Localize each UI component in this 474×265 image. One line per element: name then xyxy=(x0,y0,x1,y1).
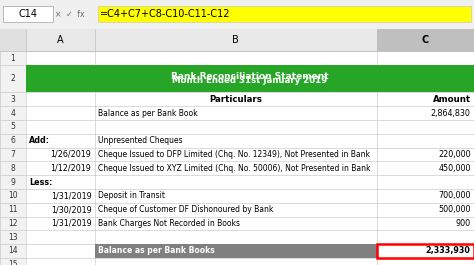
Text: Cheque Issued to XYZ Limited (Chq. No. 50006), Not Presented in Bank: Cheque Issued to XYZ Limited (Chq. No. 5… xyxy=(98,164,371,173)
Text: Add:: Add: xyxy=(29,136,50,145)
Text: 5: 5 xyxy=(10,122,16,131)
Bar xyxy=(0,29,474,51)
Text: 1/26/2019: 1/26/2019 xyxy=(51,150,91,159)
Text: 1/31/2019: 1/31/2019 xyxy=(51,219,91,228)
Bar xyxy=(95,29,377,51)
Bar xyxy=(0,0,474,29)
Text: 2,333,930: 2,333,930 xyxy=(426,246,471,255)
Text: Particulars: Particulars xyxy=(210,95,262,104)
Text: Balance as per Bank Book: Balance as per Bank Book xyxy=(98,109,198,118)
Bar xyxy=(95,244,474,258)
Text: A: A xyxy=(57,35,64,45)
Bar xyxy=(98,6,471,22)
Text: 1/30/2019: 1/30/2019 xyxy=(51,205,91,214)
Text: 2: 2 xyxy=(10,74,16,83)
Text: 2,864,830: 2,864,830 xyxy=(431,109,471,118)
Text: 220,000: 220,000 xyxy=(438,150,471,159)
Text: 1/31/2019: 1/31/2019 xyxy=(51,191,91,200)
Text: 10: 10 xyxy=(8,191,18,200)
Text: =C4+C7+C8-C10-C11-C12: =C4+C7+C8-C10-C11-C12 xyxy=(100,9,230,19)
Text: 500,000: 500,000 xyxy=(438,205,471,214)
Text: Balance as per Bank Books: Balance as per Bank Books xyxy=(98,246,215,255)
Bar xyxy=(377,29,474,51)
Text: 450,000: 450,000 xyxy=(438,164,471,173)
Text: 4: 4 xyxy=(10,109,16,118)
Text: 11: 11 xyxy=(8,205,18,214)
Text: Amount: Amount xyxy=(433,95,471,104)
Text: Bank Charges Not Recorded in Books: Bank Charges Not Recorded in Books xyxy=(98,219,240,228)
Text: Less:: Less: xyxy=(29,178,53,187)
Text: 900: 900 xyxy=(456,219,471,228)
Text: C14: C14 xyxy=(18,9,37,19)
Text: Bank Reconciliation Statement: Bank Reconciliation Statement xyxy=(171,72,329,81)
Text: Deposit in Transit: Deposit in Transit xyxy=(98,191,165,200)
Text: 15: 15 xyxy=(8,260,18,265)
Text: Cheque of Customer DF Dishonoured by Bank: Cheque of Customer DF Dishonoured by Ban… xyxy=(98,205,273,214)
Text: Cheque Issued to DFP Limited (Chq. No. 12349), Not Presented in Bank: Cheque Issued to DFP Limited (Chq. No. 1… xyxy=(98,150,370,159)
Text: Unpresented Cheques: Unpresented Cheques xyxy=(98,136,183,145)
Text: 9: 9 xyxy=(10,178,16,187)
Text: 7: 7 xyxy=(10,150,16,159)
Bar xyxy=(26,29,95,51)
Text: 6: 6 xyxy=(10,136,16,145)
Text: C: C xyxy=(422,35,429,45)
Text: Month Ended 31st January 2019: Month Ended 31st January 2019 xyxy=(173,76,328,85)
Text: 1: 1 xyxy=(10,54,16,63)
Text: ×  ✓  fx: × ✓ fx xyxy=(55,10,84,19)
Text: 1/12/2019: 1/12/2019 xyxy=(51,164,91,173)
Bar xyxy=(0,51,474,265)
Text: 700,000: 700,000 xyxy=(438,191,471,200)
Text: 13: 13 xyxy=(8,233,18,242)
Text: 14: 14 xyxy=(8,246,18,255)
Text: B: B xyxy=(232,35,239,45)
Text: 3: 3 xyxy=(10,95,16,104)
Bar xyxy=(0,51,26,265)
Text: 12: 12 xyxy=(8,219,18,228)
Bar xyxy=(377,244,474,258)
Bar xyxy=(3,6,53,22)
Bar xyxy=(0,29,26,51)
Text: 8: 8 xyxy=(10,164,16,173)
Bar xyxy=(26,65,474,92)
